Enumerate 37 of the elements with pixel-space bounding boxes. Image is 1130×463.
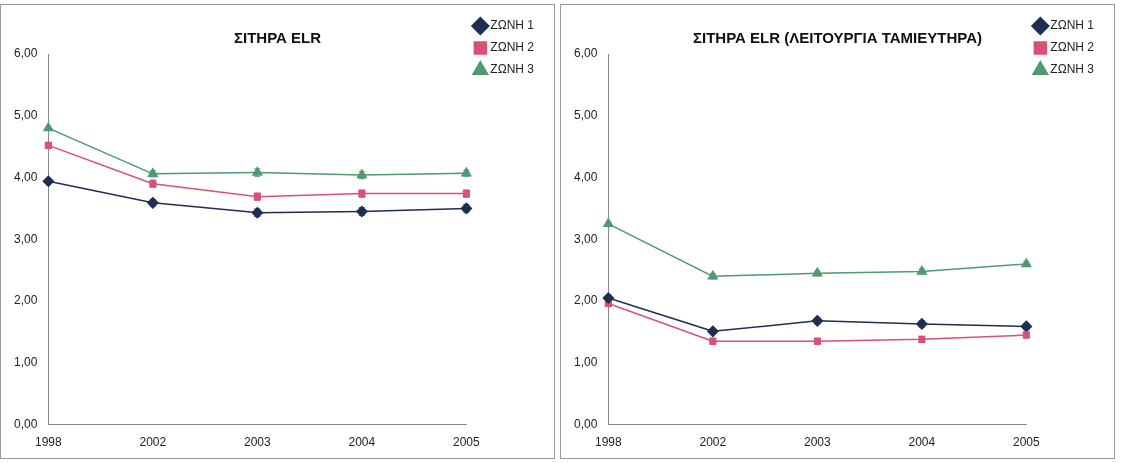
legend-label: ΖΩΝΗ 3 bbox=[1050, 62, 1095, 77]
y-tick-label: 0,00 bbox=[14, 416, 38, 431]
legend-label: ΖΩΝΗ 1 bbox=[490, 18, 535, 33]
legend-label: ΖΩΝΗ 3 bbox=[490, 62, 535, 77]
x-tick-label: 2003 bbox=[804, 435, 832, 450]
legend-label: ΖΩΝΗ 2 bbox=[1050, 40, 1095, 55]
y-tick-label: 6,00 bbox=[574, 46, 598, 61]
x-tick-label: 2004 bbox=[348, 435, 376, 450]
chart-title: ΣΙΤΗΡΑ ELR bbox=[233, 29, 322, 47]
y-tick-label: 1,00 bbox=[574, 355, 598, 370]
x-tick-label: 1998 bbox=[595, 435, 623, 450]
y-tick-label: 4,00 bbox=[574, 169, 598, 184]
y-tick-label: 0,00 bbox=[574, 416, 598, 431]
y-tick-label: 6,00 bbox=[14, 46, 38, 61]
chart-title: ΣΙΤΗΡΑ ELR (ΛΕΙΤΟΥΡΓΙΑ ΤΑΜΙΕΥΤΗΡΑ) bbox=[693, 29, 982, 47]
x-tick-label: 2004 bbox=[908, 435, 936, 450]
y-tick-label: 5,00 bbox=[574, 108, 598, 123]
x-tick-label: 2003 bbox=[244, 435, 272, 450]
y-tick-label: 5,00 bbox=[14, 108, 38, 123]
point bbox=[43, 122, 54, 132]
y-tick-label: 4,00 bbox=[14, 169, 38, 184]
point bbox=[44, 141, 52, 149]
x-tick-label: 2005 bbox=[453, 435, 481, 450]
y-tick-label: 1,00 bbox=[14, 355, 38, 370]
point bbox=[602, 292, 615, 304]
y-tick-label: 2,00 bbox=[14, 293, 38, 308]
y-tick-label: 3,00 bbox=[14, 231, 38, 246]
legend-label: ΖΩΝΗ 1 bbox=[1050, 18, 1095, 33]
y-tick-label: 3,00 bbox=[574, 231, 598, 246]
x-tick-label: 2002 bbox=[139, 435, 167, 450]
x-tick-label: 2002 bbox=[699, 435, 727, 450]
x-tick-label: 1998 bbox=[35, 435, 63, 450]
y-tick-label: 2,00 bbox=[574, 293, 598, 308]
x-tick-label: 2005 bbox=[1013, 435, 1041, 450]
point bbox=[42, 175, 55, 187]
point bbox=[603, 218, 614, 228]
legend-label: ΖΩΝΗ 2 bbox=[490, 40, 535, 55]
